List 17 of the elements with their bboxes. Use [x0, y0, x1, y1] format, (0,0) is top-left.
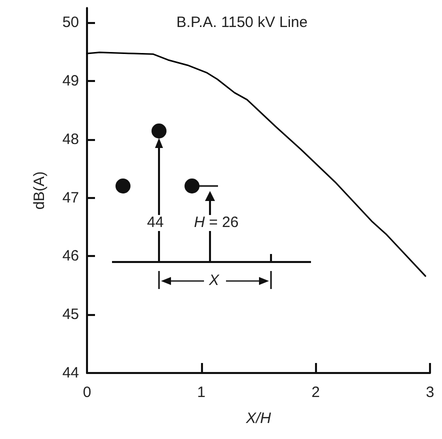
y-tick-label: 47	[62, 189, 79, 206]
x-axis-title: X/H	[244, 410, 272, 427]
y-tick-label: 50	[62, 14, 79, 32]
x-tick-label: 0	[82, 384, 92, 401]
annotation: 44	[146, 214, 165, 231]
x-tick-label: 2	[311, 384, 320, 401]
y-axis-title: dB(A)	[31, 171, 48, 210]
x-tick-label: 1	[197, 384, 206, 401]
annotation: H = 26	[193, 214, 240, 231]
x-tick-label: 3	[426, 384, 434, 401]
y-tick-label: 46	[62, 248, 79, 265]
y-tick-label: 48	[62, 130, 79, 148]
y-tick-label: 45	[62, 306, 79, 324]
chart-title: B.P.A. 1150 kV Line	[176, 14, 308, 31]
annotation: X	[209, 272, 220, 289]
y-tick-label: 44	[62, 364, 79, 382]
y-tick-label: 49	[62, 72, 79, 90]
